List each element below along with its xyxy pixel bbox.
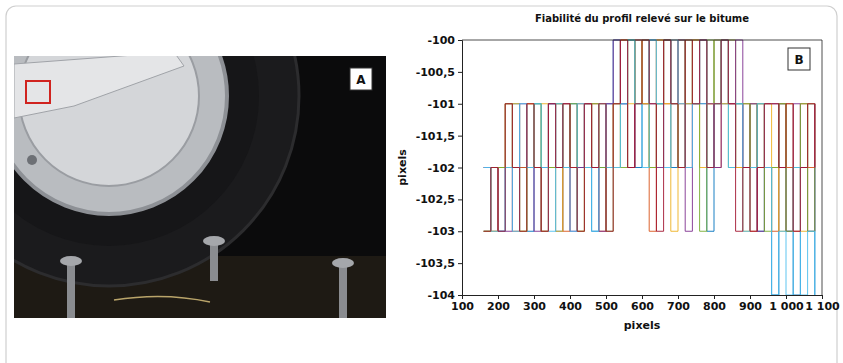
y-tick-mark <box>458 295 462 296</box>
photo-post <box>339 263 347 318</box>
y-tick-mark <box>458 199 462 200</box>
x-tick: 800 <box>703 295 726 313</box>
x-tick-mark <box>786 295 787 299</box>
x-tick: 600 <box>631 295 654 313</box>
photo-panel <box>14 56 386 318</box>
y-tick-mark <box>458 40 462 41</box>
photo-post <box>210 241 218 281</box>
y-tick-label: -104 <box>427 289 455 302</box>
y-tick: -103 <box>427 225 462 238</box>
y-tick-label: -102,5 <box>416 193 455 206</box>
x-tick: 500 <box>595 295 618 313</box>
panel-letter-box <box>350 68 372 90</box>
y-tick: -103,5 <box>416 257 462 270</box>
y-tick-mark <box>458 136 462 137</box>
x-tick-mark <box>606 295 607 299</box>
x-tick: 300 <box>523 295 546 313</box>
photo-hub-bolt <box>27 155 37 165</box>
photo-rim <box>14 56 227 214</box>
y-tick-label: -103,5 <box>416 257 455 270</box>
photo-marker <box>26 81 50 103</box>
profile-line <box>484 40 815 295</box>
y-tick-label: -102 <box>427 162 455 175</box>
x-tick-label: 900 <box>739 300 762 313</box>
photo-string <box>114 296 210 302</box>
y-tick-label: -101 <box>427 98 455 111</box>
x-tick: 400 <box>559 295 582 313</box>
x-tick: 700 <box>667 295 690 313</box>
y-tick: -100,5 <box>416 66 462 79</box>
photo-bracket <box>14 56 184 118</box>
photo-tire <box>14 56 299 286</box>
plot-background <box>462 40 822 295</box>
x-tick-mark <box>498 295 499 299</box>
y-tick: -102,5 <box>416 193 462 206</box>
x-tick-label: 600 <box>631 300 654 313</box>
y-tick: -101 <box>427 98 462 111</box>
x-axis-line <box>463 296 823 300</box>
x-tick-mark <box>678 295 679 299</box>
x-tick-label: 1 100 <box>805 300 840 313</box>
plot-frame-top <box>462 40 822 41</box>
y-tick-label: -103 <box>427 225 455 238</box>
x-tick-label: 200 <box>487 300 510 313</box>
y-tick-label: -101,5 <box>416 130 455 143</box>
y-tick-label: -100,5 <box>416 66 455 79</box>
x-tick-mark <box>750 295 751 299</box>
photo-post <box>67 261 75 318</box>
y-axis: -104 -103,5 -103 -102,5 -102 -101,5 -101 -100,5… <box>416 34 463 302</box>
y-tick-mark <box>458 231 462 232</box>
y-tick-label: -100 <box>427 34 455 47</box>
photo-post-cap <box>203 236 225 246</box>
photo-post-cap <box>332 258 354 268</box>
y-tick-mark <box>458 168 462 169</box>
y-tick: -104 <box>427 289 462 302</box>
panel-letter: A <box>356 73 366 87</box>
panel-letter-box <box>788 48 810 70</box>
x-tick-label: 400 <box>559 300 582 313</box>
y-tick-mark <box>458 263 462 264</box>
x-tick-mark <box>642 295 643 299</box>
x-tick-mark <box>714 295 715 299</box>
y-tick-mark <box>458 104 462 105</box>
profile-line <box>484 40 815 295</box>
panel-letter: B <box>794 53 803 67</box>
x-tick-label: 500 <box>595 300 618 313</box>
profile-line <box>484 40 815 231</box>
x-axis: 1002003004005006007008009001 0001 100 <box>451 295 840 313</box>
x-tick: 1 000 <box>769 295 804 313</box>
x-tick-mark <box>570 295 571 299</box>
x-tick-label: 1 000 <box>769 300 804 313</box>
plot-marks <box>484 40 815 295</box>
x-tick-label: 700 <box>667 300 690 313</box>
photo-tire-wall <box>14 56 259 246</box>
x-tick: 200 <box>487 295 510 313</box>
x-tick-label: 300 <box>523 300 546 313</box>
x-tick: 1 100 <box>805 295 840 313</box>
x-tick-mark <box>822 295 823 299</box>
photo-post-cap <box>60 256 82 266</box>
figure: A1002003004005006007008009001 0001 100-1… <box>0 0 843 363</box>
y-axis-title: pixels <box>396 149 409 186</box>
y-tick: -100 <box>427 34 462 47</box>
y-axis-line <box>458 41 463 296</box>
y-tick-mark <box>458 72 462 73</box>
chart-title: Fiabilité du profil relevé sur le bitume <box>535 13 749 24</box>
x-tick: 900 <box>739 295 762 313</box>
x-tick-label: 800 <box>703 300 726 313</box>
y-tick: -101,5 <box>416 130 462 143</box>
plot-frame-right <box>822 40 823 295</box>
x-tick-mark <box>534 295 535 299</box>
x-axis-title: pixels <box>624 319 661 332</box>
y-tick: -102 <box>427 162 462 175</box>
